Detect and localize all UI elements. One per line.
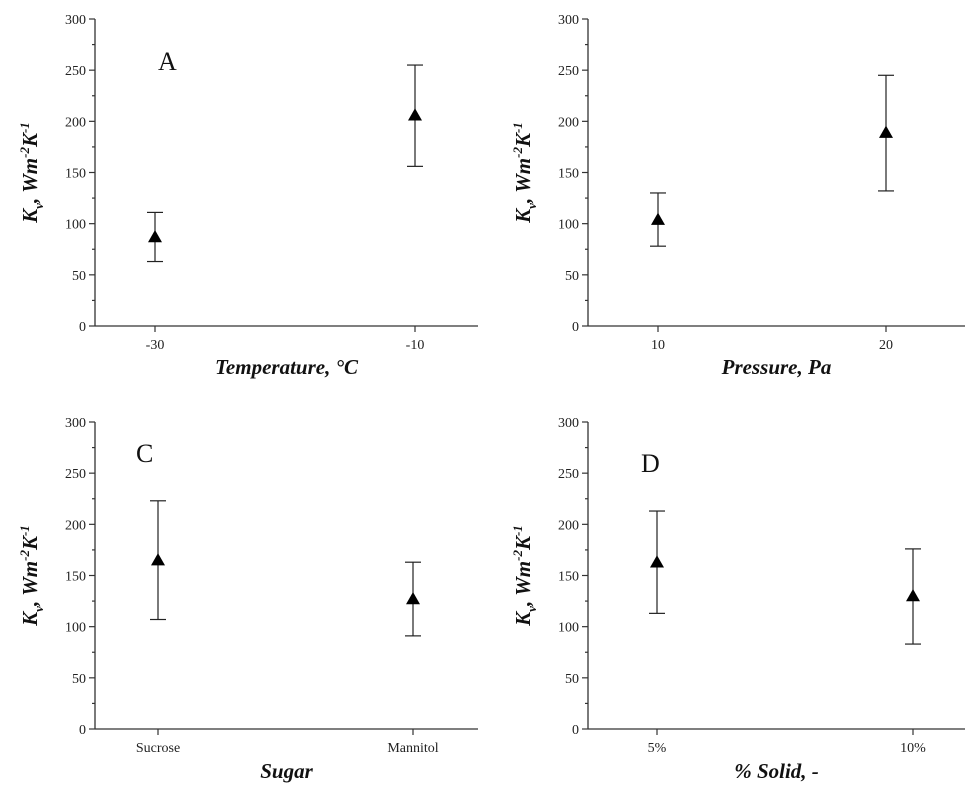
y-tick-label: 200 [65, 115, 86, 130]
y-tick-label: 300 [558, 416, 579, 431]
y-tick-label: 200 [558, 115, 579, 130]
y-tick-label: 200 [558, 518, 579, 533]
y-tick-label: 250 [558, 64, 579, 79]
x-axis-title: Pressure, Pa [721, 355, 832, 379]
y-tick-label: 150 [558, 570, 579, 585]
y-tick-label: 0 [572, 320, 579, 335]
y-tick-label: 0 [79, 320, 86, 335]
panel-label: A [158, 47, 177, 76]
chart-panel-4: 0 50 100 150 200 250 300 5% 10% % Solid, - Kv, Wm-… [510, 416, 965, 783]
y-tick-label: 50 [565, 672, 579, 687]
x-tick-label: 10 [651, 338, 665, 353]
x-tick-label: 10% [900, 741, 926, 756]
x-axis-title: % Solid, - [734, 759, 819, 783]
x-tick-label: Mannitol [387, 741, 438, 756]
y-axis-title: Kv, Wm-2K-1 [510, 525, 539, 627]
data-point [651, 212, 665, 225]
y-tick-label: 0 [572, 723, 579, 738]
y-tick-label: 300 [558, 13, 579, 28]
data-point [406, 592, 420, 605]
x-tick-label: Sucrose [136, 741, 180, 756]
y-axis-title: Kv, Wm-2K-1 [17, 122, 46, 224]
data-point [408, 108, 422, 121]
y-tick-label: 150 [65, 167, 86, 182]
y-tick-label: 250 [558, 467, 579, 482]
panel-label: C [136, 439, 153, 468]
data-point [148, 229, 162, 243]
y-tick-label: 100 [65, 621, 86, 636]
y-axis-title: Kv, Wm-2K-1 [17, 525, 46, 627]
data-point [906, 588, 920, 602]
panel-label: D [641, 449, 660, 478]
y-tick-label: 50 [72, 269, 86, 284]
x-axis-title: Sugar [260, 759, 313, 783]
chart-panel-2: 0 50 100 150 200 250 300 10 20 Pressure, Pa Kv, Wm… [510, 13, 965, 379]
x-tick-label: -10 [406, 338, 425, 353]
chart-panel-1: 0 50 100 150 200 250 300 -30 -10 Temperature, °C K… [17, 13, 478, 379]
y-tick-label: 250 [65, 64, 86, 79]
y-tick-label: 100 [65, 218, 86, 233]
x-tick-label: -30 [146, 338, 165, 353]
y-tick-label: 50 [72, 672, 86, 687]
y-tick-label: 100 [558, 621, 579, 636]
x-tick-label: 20 [879, 338, 893, 353]
y-tick-label: 150 [558, 167, 579, 182]
chart-panel-3: 0 50 100 150 200 250 300 Sucrose Mannitol Sugar Kv… [17, 416, 478, 783]
y-tick-label: 250 [65, 467, 86, 482]
data-point [151, 553, 165, 566]
y-tick-label: 100 [558, 218, 579, 233]
y-tick-label: 300 [65, 416, 86, 431]
data-point [879, 125, 893, 138]
y-tick-label: 150 [65, 570, 86, 585]
data-point [650, 555, 664, 568]
y-tick-label: 300 [65, 13, 86, 28]
y-axis-title: Kv, Wm-2K-1 [510, 122, 539, 224]
x-axis-title: Temperature, °C [215, 355, 359, 379]
y-tick-label: 200 [65, 518, 86, 533]
x-tick-label: 5% [648, 741, 667, 756]
y-tick-label: 50 [565, 269, 579, 284]
y-tick-label: 0 [79, 723, 86, 738]
